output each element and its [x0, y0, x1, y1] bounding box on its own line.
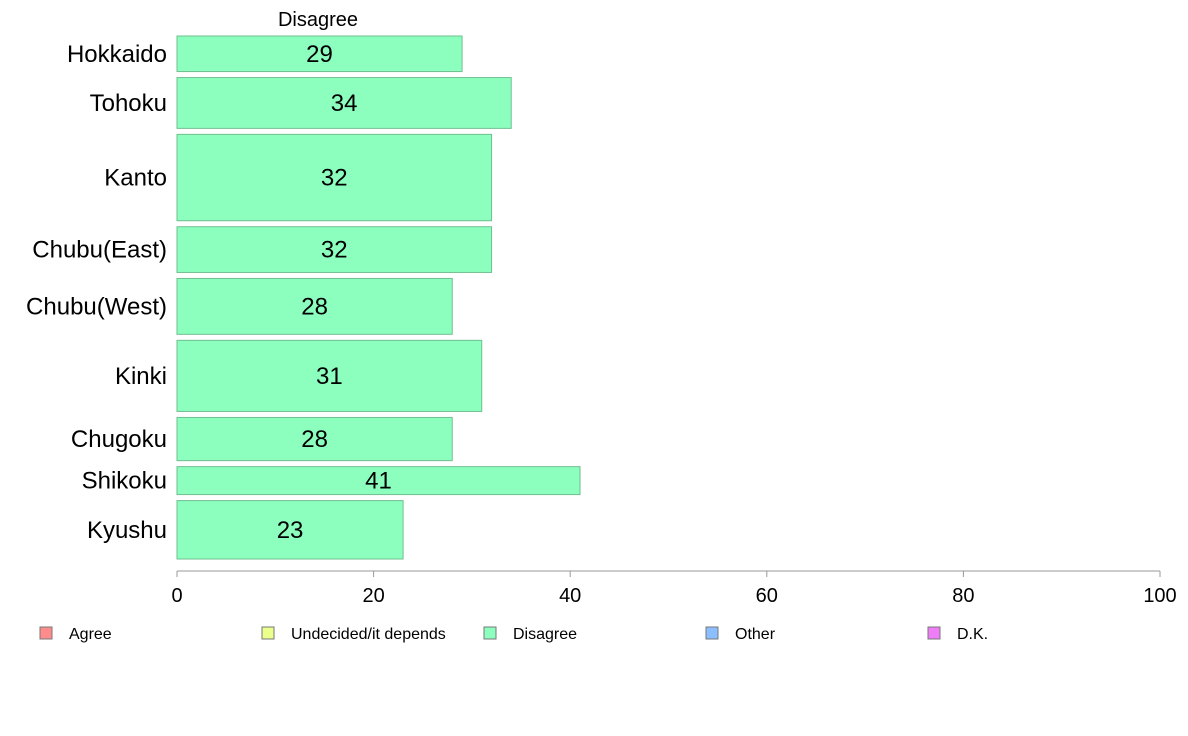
bars-group: 29 34 32 32 28 31 28 41 23 [176, 35, 581, 560]
bar-value-label: 34 [331, 90, 358, 117]
legend-swatch [927, 626, 941, 640]
category-label: Chugoku [71, 426, 167, 453]
x-tick-label: 60 [756, 585, 778, 607]
category-label: Hokkaido [67, 41, 167, 68]
panel-title: Disagree [278, 9, 358, 31]
category-label: Shikoku [82, 468, 167, 495]
legend-label: D.K. [957, 626, 988, 643]
category-label: Kyushu [87, 517, 167, 544]
legend-swatch [261, 626, 275, 640]
bar-chubu-west--disagree [176, 277, 453, 335]
legend-label: Undecided/it depends [291, 626, 446, 643]
x-tick-label: 100 [1143, 585, 1176, 607]
category-label: Kanto [104, 165, 167, 192]
x-axis: 0 20 40 60 80 100 [171, 570, 1177, 607]
legend-swatch [483, 626, 497, 640]
category-labels: Hokkaido Tohoku Kanto Chubu(East) Chubu(West… [26, 41, 167, 544]
bar-value-label: 32 [321, 165, 348, 192]
bar-chubu-east--disagree [176, 226, 493, 273]
bar-value-label: 41 [365, 468, 392, 495]
category-label: Chubu(East) [32, 237, 167, 264]
bar-kanto-disagree [176, 133, 493, 222]
bar-value-label: 29 [306, 41, 333, 68]
bar-kyushu-disagree [176, 500, 404, 560]
legend-label: Other [735, 626, 776, 643]
legend-label: Disagree [513, 626, 577, 643]
legend-swatch [705, 626, 719, 640]
bar-kinki-disagree [176, 339, 483, 412]
legend-label: Agree [69, 626, 112, 643]
bar-value-label: 32 [321, 237, 348, 264]
bar-tohoku-disagree [176, 77, 512, 129]
bar-shikoku-disagree [176, 466, 581, 496]
category-label: Tohoku [90, 90, 167, 117]
bar-value-label: 23 [277, 517, 304, 544]
category-label: Chubu(West) [26, 293, 167, 320]
legend: Agree Undecided/it depends Disagree Other D.… [39, 626, 988, 643]
bar-hokkaido-disagree [176, 35, 463, 73]
legend-swatch [39, 626, 53, 640]
bar-value-label: 31 [316, 363, 343, 390]
bar-value-label: 28 [301, 293, 328, 320]
x-tick-label: 40 [559, 585, 581, 607]
bar-value-label: 28 [301, 426, 328, 453]
bar-chugoku-disagree [176, 416, 453, 462]
x-tick-label: 0 [171, 585, 182, 607]
category-label: Kinki [115, 363, 167, 390]
x-tick-label: 80 [952, 585, 974, 607]
x-tick-label: 20 [362, 585, 384, 607]
